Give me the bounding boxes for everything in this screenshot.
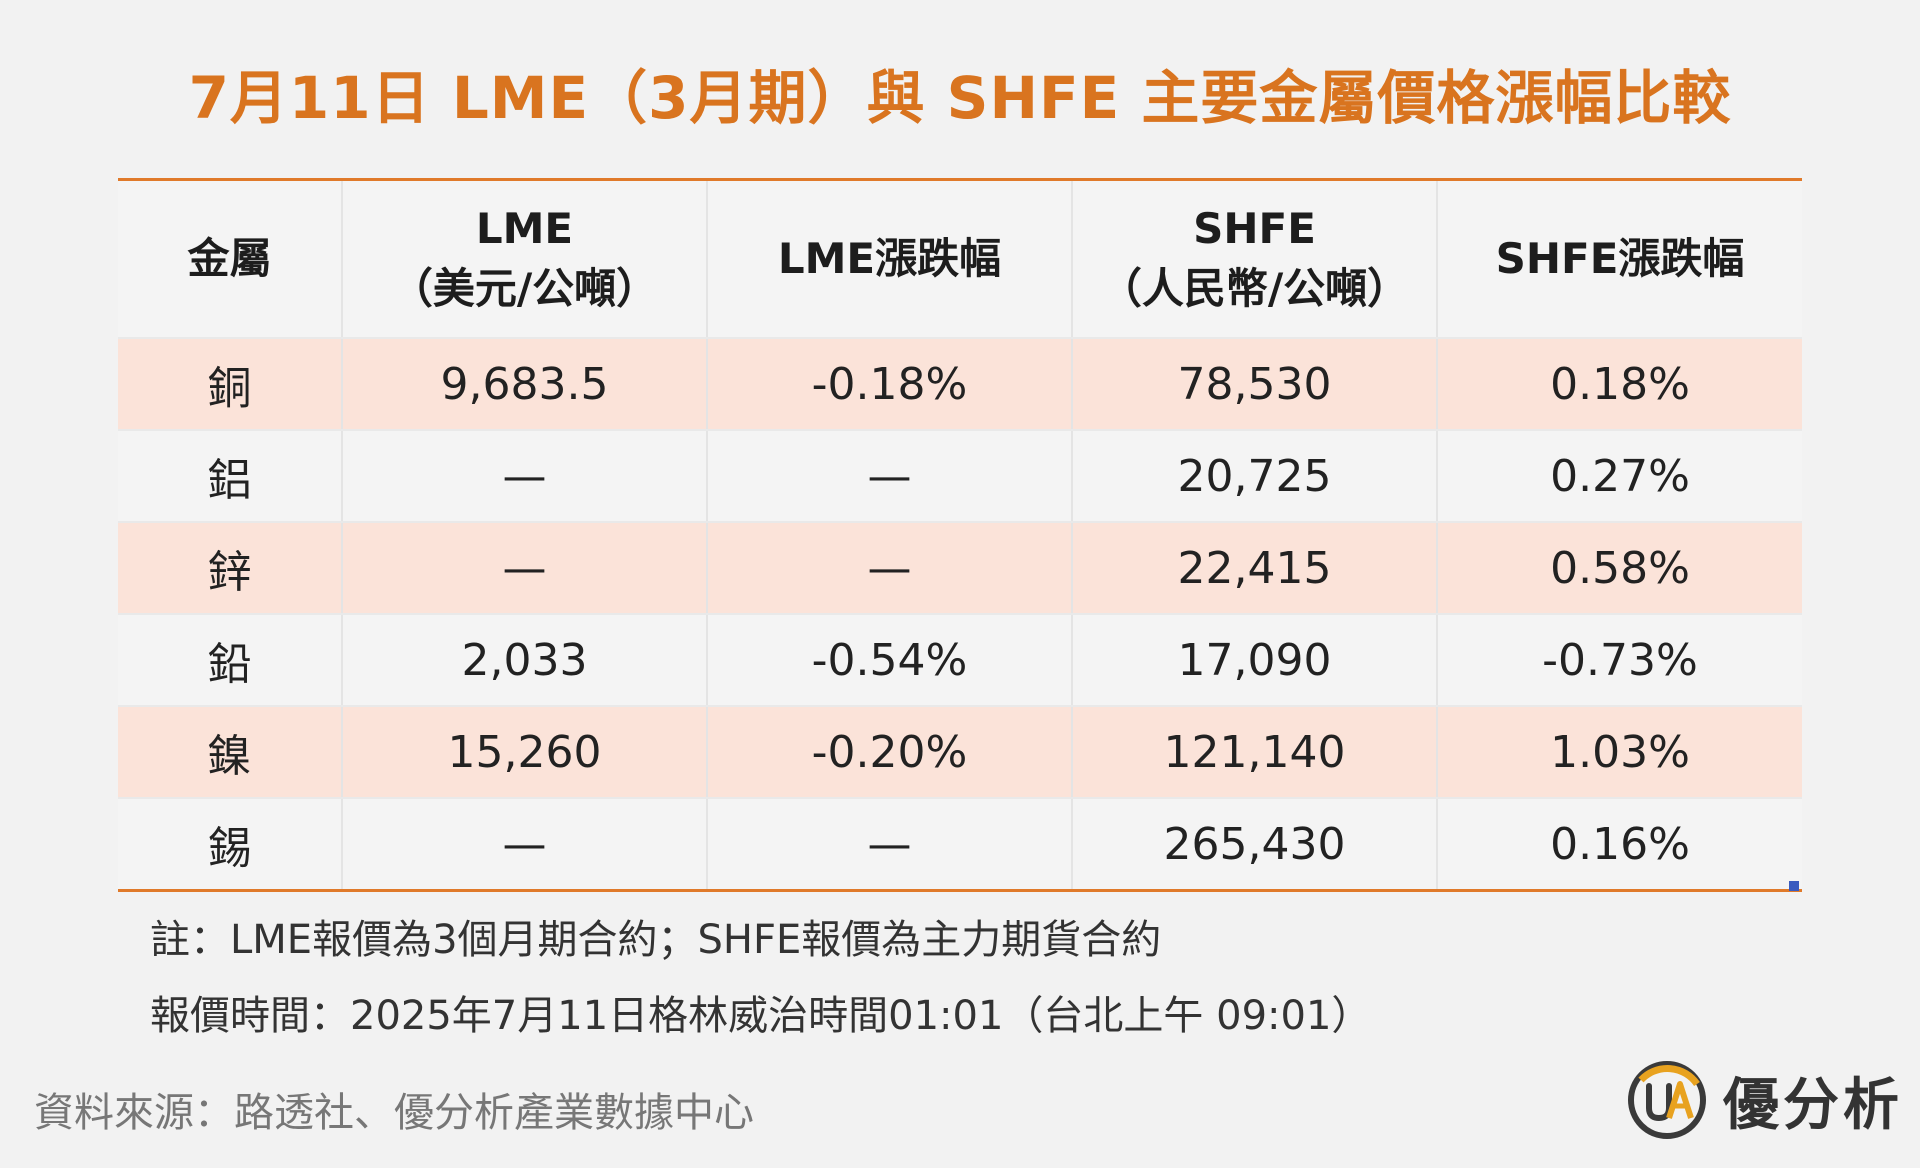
cell-shfe-change: -0.73% (1436, 614, 1802, 707)
cell-lme-price: — (341, 430, 707, 523)
cell-metal: 鋅 (118, 522, 342, 615)
header-shfe-change-label: SHFE漲跌幅 (1495, 234, 1745, 283)
cell-metal: 銅 (118, 338, 342, 431)
price-table-container: 金屬 LME （美元/公噸） LME漲跌幅 SHFE （人民幣/公噸） SHFE… (118, 178, 1802, 892)
table-row: 銅 9,683.5 -0.18% 78,530 0.18% (118, 338, 1802, 431)
header-shfe-unit: （人民幣/公噸） (1099, 264, 1410, 313)
table-row: 鋁 — — 20,725 0.27% (118, 430, 1802, 523)
header-lme-label: LME (475, 204, 574, 253)
header-shfe: SHFE （人民幣/公噸） (1071, 179, 1437, 339)
table-row: 錫 — — 265,430 0.16% (118, 798, 1802, 891)
table-row: 鎳 15,260 -0.20% 121,140 1.03% (118, 706, 1802, 799)
header-metal: 金屬 (118, 179, 342, 339)
resize-handle-icon (1789, 881, 1799, 891)
header-metal-label: 金屬 (187, 234, 272, 283)
cell-lme-price: — (341, 798, 707, 891)
header-lme-change-label: LME漲跌幅 (777, 234, 1002, 283)
header-lme-unit: （美元/公噸） (390, 264, 659, 313)
cell-metal: 錫 (118, 798, 342, 891)
cell-lme-change: -0.18% (706, 338, 1072, 431)
header-shfe-label: SHFE (1193, 204, 1316, 253)
cell-shfe-change: 0.16% (1436, 798, 1802, 891)
cell-shfe-price: 17,090 (1071, 614, 1437, 707)
cell-lme-change: — (706, 798, 1072, 891)
table-header-row: 金屬 LME （美元/公噸） LME漲跌幅 SHFE （人民幣/公噸） SHFE… (118, 179, 1802, 339)
note-contract: 註：LME報價為3個月期合約；SHFE報價為主力期貨合約 (150, 917, 1162, 963)
table-row: 鋅 — — 22,415 0.58% (118, 522, 1802, 615)
cell-metal: 鋁 (118, 430, 342, 523)
brand-name: 優分析 (1723, 1072, 1903, 1138)
cell-lme-change: -0.54% (706, 614, 1072, 707)
cell-lme-price: — (341, 522, 707, 615)
ua-logo-icon (1628, 1061, 1706, 1139)
header-shfe-change: SHFE漲跌幅 (1436, 179, 1802, 339)
cell-shfe-change: 1.03% (1436, 706, 1802, 799)
cell-lme-change: — (706, 522, 1072, 615)
price-table: 金屬 LME （美元/公噸） LME漲跌幅 SHFE （人民幣/公噸） SHFE… (118, 178, 1802, 892)
cell-lme-price: 15,260 (341, 706, 707, 799)
cell-shfe-price: 265,430 (1071, 798, 1437, 891)
cell-shfe-price: 78,530 (1071, 338, 1437, 431)
header-lme: LME （美元/公噸） (341, 179, 707, 339)
cell-metal: 鉛 (118, 614, 342, 707)
table-row: 鉛 2,033 -0.54% 17,090 -0.73% (118, 614, 1802, 707)
brand: 優分析 (1625, 1055, 1903, 1145)
cell-lme-change: — (706, 430, 1072, 523)
cell-metal: 鎳 (118, 706, 342, 799)
cell-shfe-change: 0.18% (1436, 338, 1802, 431)
cell-shfe-change: 0.27% (1436, 430, 1802, 523)
header-lme-change: LME漲跌幅 (706, 179, 1072, 339)
cell-lme-change: -0.20% (706, 706, 1072, 799)
note-quote-time: 報價時間：2025年7月11日格林威治時間01:01（台北上午 09:01） (150, 993, 1372, 1039)
cell-lme-price: 2,033 (341, 614, 707, 707)
cell-lme-price: 9,683.5 (341, 338, 707, 431)
cell-shfe-change: 0.58% (1436, 522, 1802, 615)
cell-shfe-price: 22,415 (1071, 522, 1437, 615)
page-title: 7月11日 LME（3月期）與 SHFE 主要金屬價格漲幅比較 (188, 64, 1732, 132)
cell-shfe-price: 20,725 (1071, 430, 1437, 523)
source-caption: 資料來源：路透社、優分析產業數據中心 (34, 1090, 754, 1136)
cell-shfe-price: 121,140 (1071, 706, 1437, 799)
